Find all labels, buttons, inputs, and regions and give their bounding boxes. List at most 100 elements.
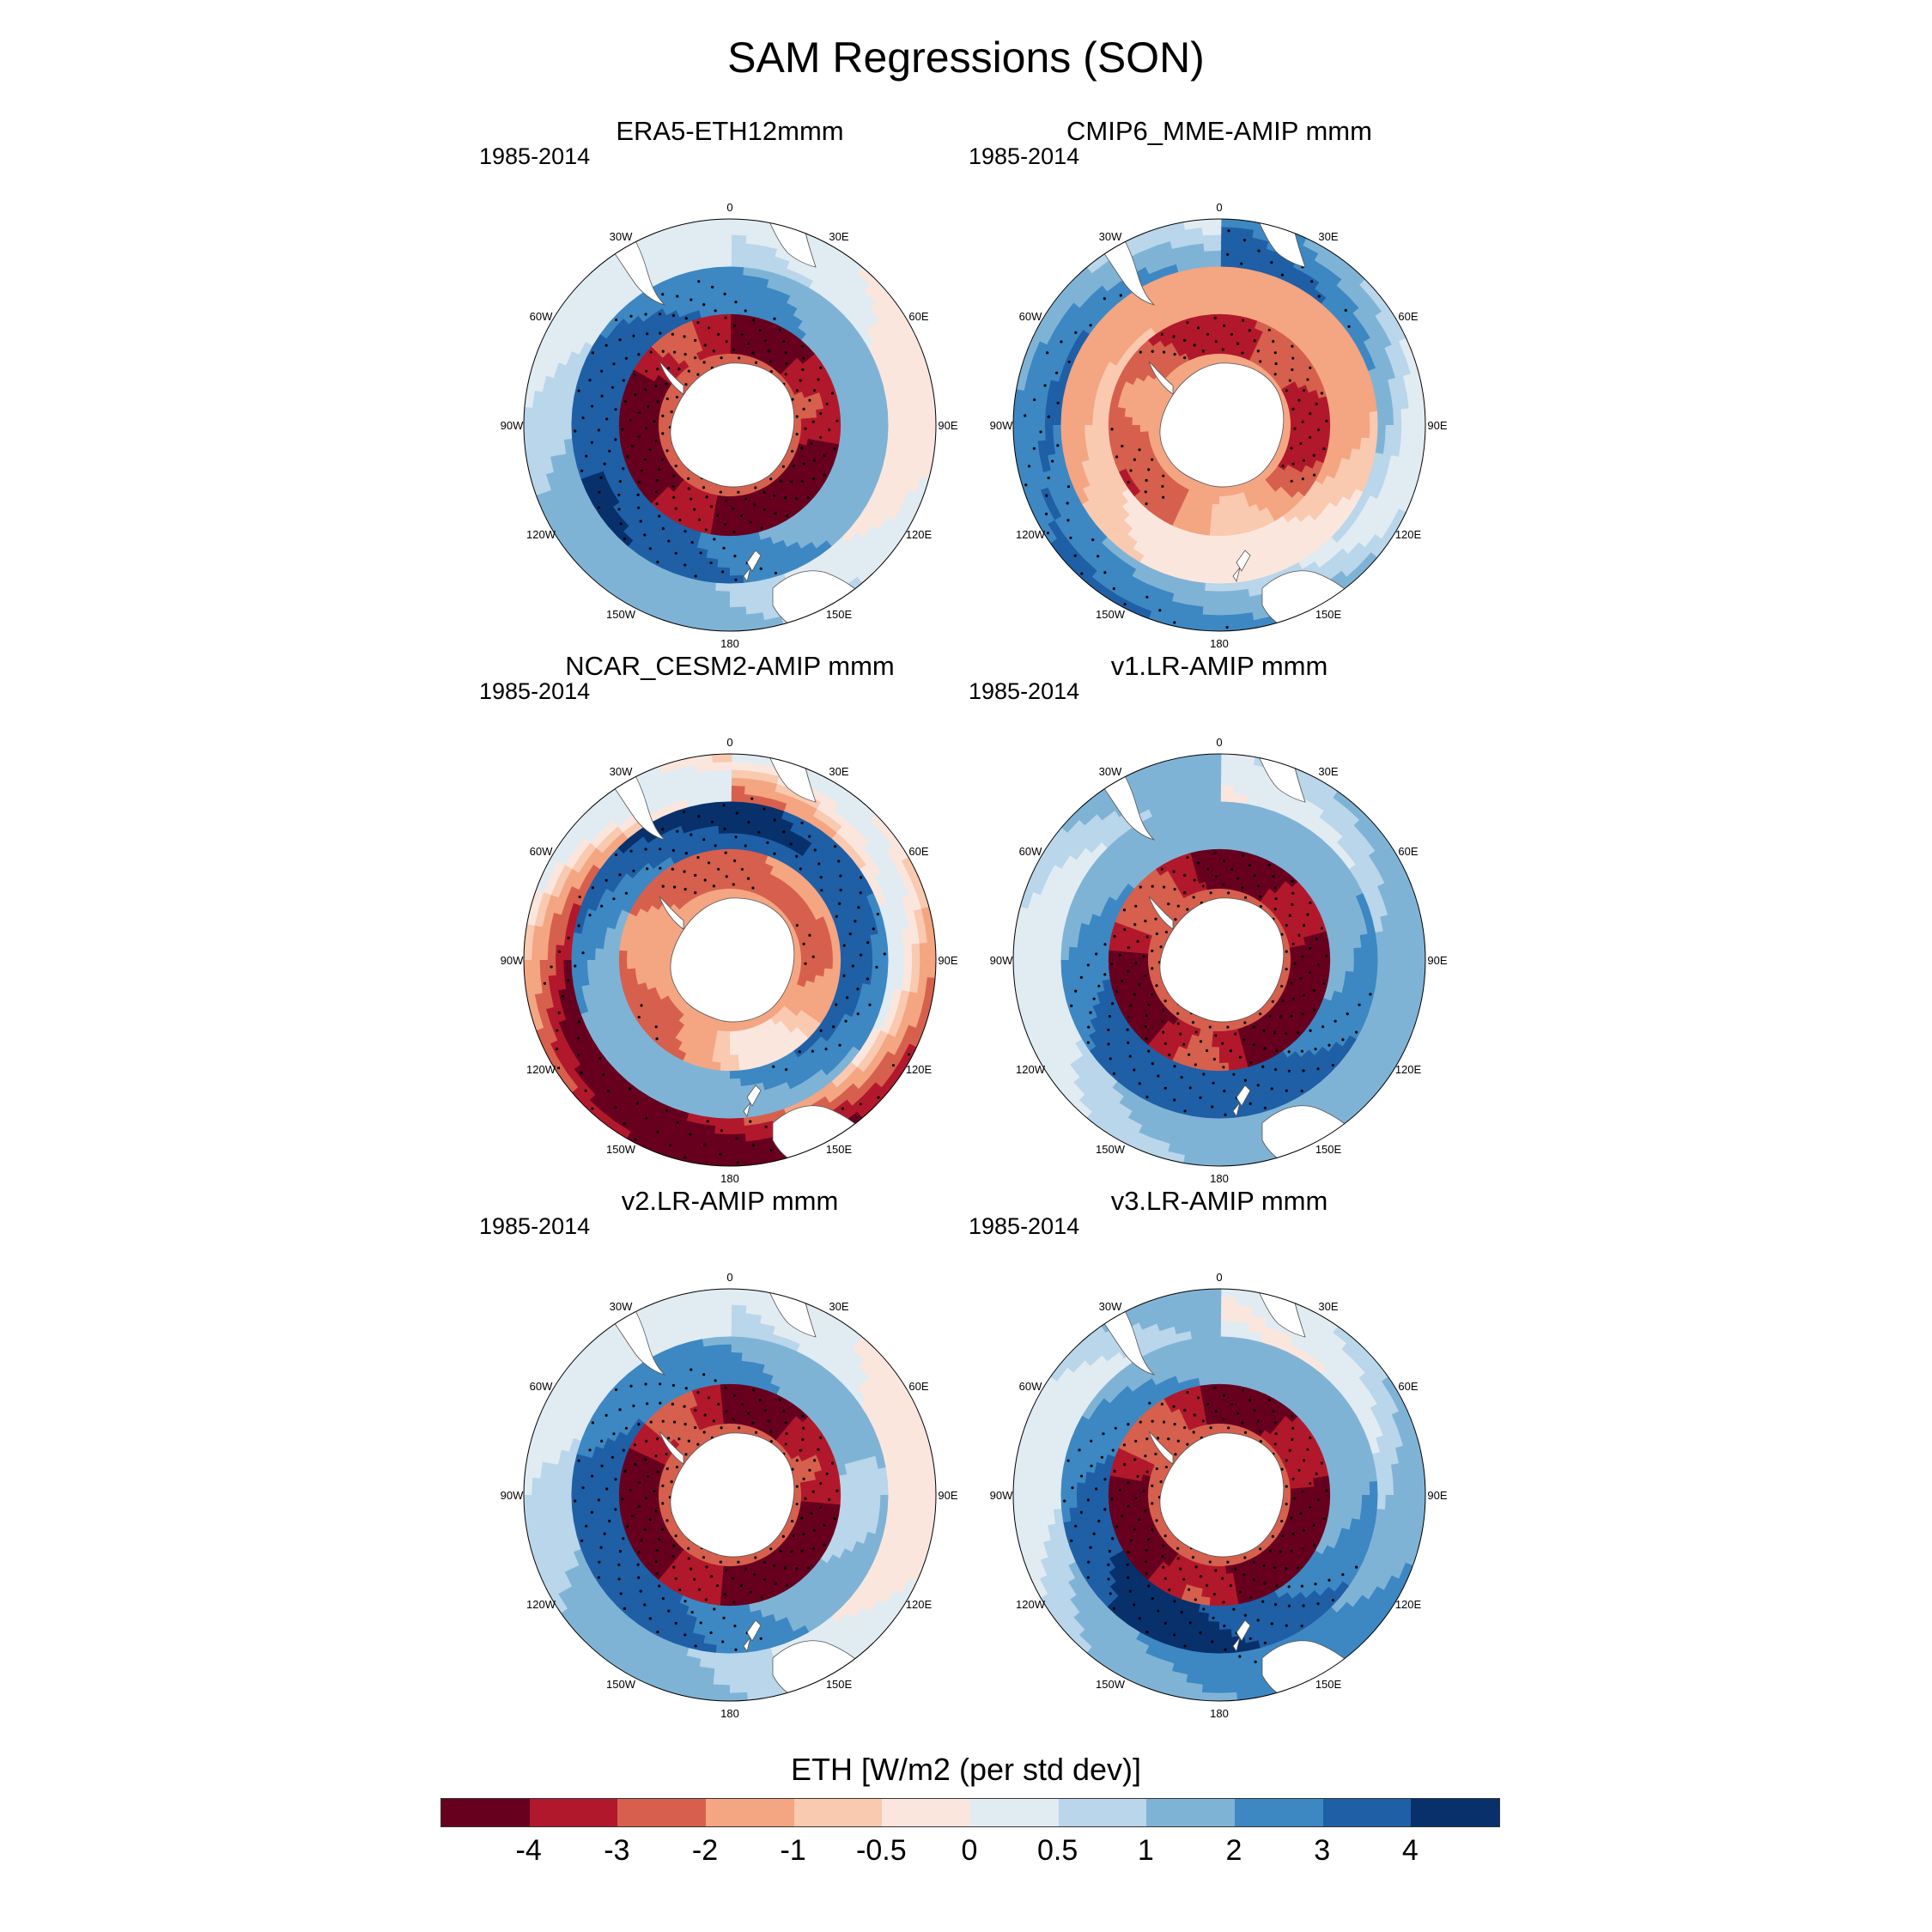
field-cell [1151, 595, 1173, 610]
field-cell [577, 490, 593, 509]
significance-dot [1047, 415, 1050, 418]
field-cell [831, 405, 841, 417]
significance-dot [696, 320, 700, 325]
panel-period: 1985-2014 [479, 143, 591, 169]
field-cell [714, 574, 730, 585]
field-cell [1398, 440, 1410, 460]
field-cell [1335, 496, 1351, 513]
field-cell [736, 345, 745, 355]
field-cell [836, 312, 854, 330]
field-cell [1098, 586, 1121, 605]
field-cell [610, 413, 620, 425]
field-cell [1157, 357, 1170, 369]
field-cell [871, 464, 884, 482]
field-cell [1190, 314, 1203, 326]
significance-dot [597, 506, 600, 509]
field-cell [715, 559, 730, 568]
field-cell [835, 521, 852, 539]
field-cell [866, 477, 880, 494]
field-cell [1346, 425, 1355, 439]
field-cell [626, 405, 637, 417]
field-cell [885, 439, 896, 456]
field-cell [662, 301, 677, 316]
significance-dot [597, 428, 601, 432]
field-cell [1105, 530, 1123, 547]
field-cell [1076, 410, 1085, 425]
field-cell [1124, 439, 1135, 450]
field-cell [775, 353, 787, 365]
field-cell [1109, 395, 1121, 408]
field-cell [570, 410, 580, 425]
field-cell [1326, 444, 1338, 458]
field-cell [1233, 250, 1252, 262]
field-cell [674, 922, 685, 933]
significance-dot [762, 508, 766, 512]
field-cell [1367, 465, 1381, 484]
significance-dot [645, 332, 649, 336]
field-cell [856, 425, 866, 439]
field-cell [840, 425, 850, 437]
field-cell [1151, 301, 1167, 316]
field-cell [658, 295, 675, 309]
field-cell [582, 540, 601, 561]
field-cell [1219, 234, 1238, 244]
field-cell [1069, 356, 1084, 374]
field-cell [1084, 434, 1095, 449]
field-cell [1090, 283, 1109, 302]
field-cell [556, 327, 574, 349]
field-cell [1218, 567, 1233, 577]
field-cell [1369, 482, 1384, 501]
field-cell [1147, 429, 1157, 438]
field-cell [662, 475, 674, 488]
significance-dot [661, 432, 665, 435]
field-cell [674, 532, 690, 545]
field-cell [1108, 404, 1118, 416]
field-cell [1151, 561, 1168, 575]
field-cell [1077, 558, 1097, 578]
field-cell [711, 889, 720, 899]
field-cell [1130, 568, 1150, 584]
field-cell [571, 277, 592, 298]
field-cell [744, 250, 762, 262]
significance-dot [656, 400, 659, 404]
field-cell [712, 598, 730, 609]
field-cell [706, 542, 720, 552]
field-cell [1269, 481, 1282, 493]
significance-dot [658, 468, 661, 471]
field-cell [915, 354, 931, 376]
figure-title: SAM Regressions (SON) [727, 33, 1205, 82]
field-cell [852, 272, 872, 292]
field-cell [1230, 289, 1244, 301]
field-cell [698, 1017, 708, 1028]
map-boundary [523, 218, 937, 632]
field-cell [1259, 574, 1277, 587]
field-cell [886, 365, 900, 384]
field-cell [885, 468, 899, 487]
significance-dot [1226, 252, 1230, 256]
field-cell [1133, 596, 1155, 612]
field-cell [825, 282, 844, 299]
field-cell [665, 588, 685, 602]
field-cell [594, 411, 604, 425]
field-cell [740, 486, 749, 496]
field-cell [1370, 292, 1390, 313]
field-cell [1352, 547, 1372, 568]
significance-dot [671, 332, 674, 336]
field-cell [1264, 353, 1277, 365]
field-cell [1385, 410, 1394, 427]
field-cell [1202, 590, 1219, 600]
field-cell [664, 553, 682, 568]
field-cell [1084, 362, 1098, 380]
field-cell [1160, 539, 1176, 553]
field-cell [1218, 495, 1227, 506]
field-cell [605, 289, 624, 307]
field-cell [1218, 591, 1235, 600]
field-cell [1093, 391, 1105, 404]
significance-dot [1046, 351, 1049, 355]
significance-dot [823, 473, 827, 477]
field-cell [1081, 514, 1098, 533]
field-cell [1092, 401, 1103, 415]
field-cell [653, 548, 670, 562]
significance-dot [1196, 326, 1200, 330]
field-cell [714, 241, 732, 252]
